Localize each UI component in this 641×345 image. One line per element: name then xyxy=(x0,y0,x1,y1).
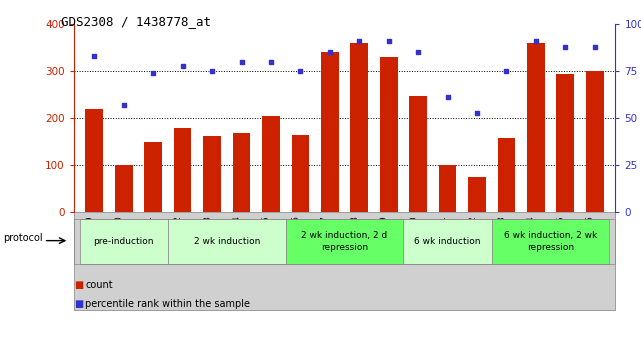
Bar xyxy=(174,128,192,212)
Text: 6 wk induction: 6 wk induction xyxy=(414,237,481,246)
Bar xyxy=(115,165,133,212)
Bar xyxy=(85,109,103,212)
Bar xyxy=(380,57,397,212)
Point xyxy=(119,102,129,108)
Point xyxy=(501,68,512,74)
Text: count: count xyxy=(85,280,113,289)
Text: 2 wk induction: 2 wk induction xyxy=(194,237,260,246)
Bar xyxy=(468,177,486,212)
Point xyxy=(354,38,364,44)
Point xyxy=(590,44,600,49)
Bar xyxy=(497,138,515,212)
Bar xyxy=(292,135,309,212)
Point xyxy=(296,68,306,74)
Point xyxy=(207,68,217,74)
Bar xyxy=(586,71,604,212)
Bar xyxy=(556,73,574,212)
Point xyxy=(148,70,158,76)
Text: 6 wk induction, 2 wk
repression: 6 wk induction, 2 wk repression xyxy=(504,231,597,252)
Bar xyxy=(203,136,221,212)
Point xyxy=(325,50,335,55)
Point xyxy=(442,95,453,100)
Point xyxy=(560,44,570,49)
Bar xyxy=(527,43,545,212)
Bar xyxy=(351,43,368,212)
Text: percentile rank within the sample: percentile rank within the sample xyxy=(85,299,250,308)
Text: protocol: protocol xyxy=(3,233,43,243)
Text: 2 wk induction, 2 d
repression: 2 wk induction, 2 d repression xyxy=(301,231,388,252)
Point xyxy=(413,50,423,55)
Text: ■: ■ xyxy=(74,299,83,308)
Bar xyxy=(144,142,162,212)
Point xyxy=(237,59,247,65)
Bar xyxy=(410,96,427,212)
Point xyxy=(531,38,541,44)
Point xyxy=(178,63,188,68)
Point xyxy=(383,38,394,44)
Text: GDS2308 / 1438778_at: GDS2308 / 1438778_at xyxy=(61,16,211,29)
Text: ■: ■ xyxy=(74,280,83,289)
Point xyxy=(266,59,276,65)
Point xyxy=(89,53,99,59)
Bar xyxy=(321,52,338,212)
Bar xyxy=(262,116,279,212)
Bar xyxy=(233,133,251,212)
Bar xyxy=(438,165,456,212)
Point xyxy=(472,110,482,115)
Text: pre-induction: pre-induction xyxy=(94,237,154,246)
Bar xyxy=(74,212,615,310)
